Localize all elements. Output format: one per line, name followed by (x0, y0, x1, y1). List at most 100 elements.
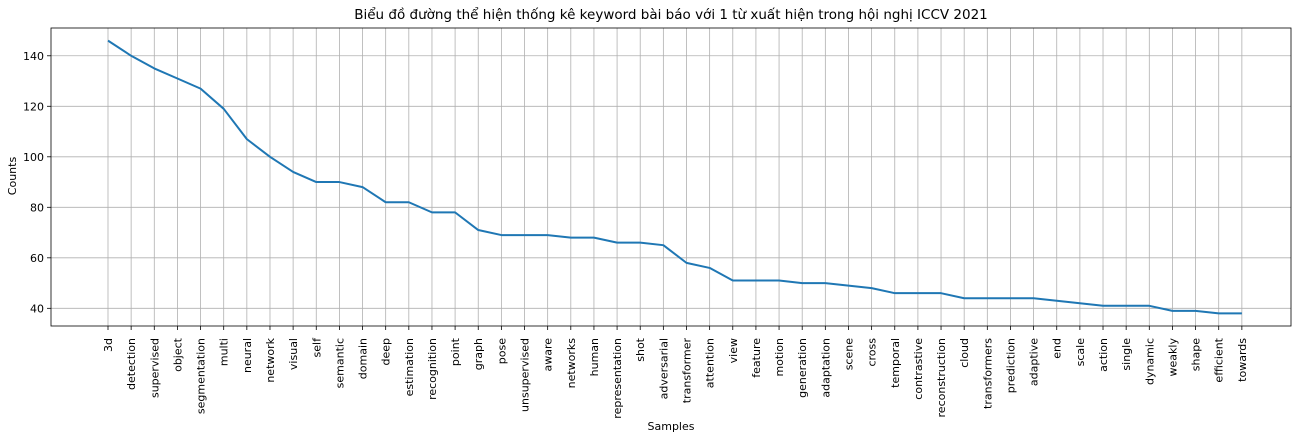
data-point (570, 237, 572, 239)
x-tick-label: point (449, 337, 462, 366)
x-tick-label: semantic (333, 338, 346, 388)
x-tick-label: dynamic (1143, 338, 1156, 385)
data-point (246, 138, 248, 140)
data-point (801, 282, 803, 284)
x-tick-label: view (727, 338, 740, 363)
x-tick-label: visual (287, 338, 300, 370)
data-point (524, 234, 526, 236)
data-point (223, 108, 225, 110)
data-point (362, 186, 364, 188)
x-tick-label: single (1120, 338, 1133, 371)
x-tick-label: transformers (981, 338, 994, 409)
data-point (963, 297, 965, 299)
data-point (940, 292, 942, 294)
x-tick-label: estimation (403, 338, 416, 396)
data-point (338, 181, 340, 183)
data-point (408, 201, 410, 203)
x-tick-label: efficient (1213, 337, 1226, 382)
data-point (639, 242, 641, 244)
plot-frame (50, 27, 1292, 327)
data-point (269, 156, 271, 158)
x-tick-label: prediction (1004, 338, 1017, 393)
data-point (1241, 312, 1243, 314)
data-point (1079, 302, 1081, 304)
x-tick-label: generation (796, 338, 809, 398)
x-tick-label: feature (750, 338, 763, 378)
x-tick-label: adaptive (1028, 338, 1041, 386)
x-tick-label: graph (472, 338, 485, 370)
y-axis-ticks: 40 60 80 100 120 140 (23, 50, 51, 315)
x-tick-label: adversarial (657, 338, 670, 399)
y-tick-label: 80 (30, 201, 44, 214)
data-point (385, 201, 387, 203)
data-point (1056, 300, 1058, 302)
data-point (547, 234, 549, 236)
data-point (292, 171, 294, 173)
x-axis-ticks: 3d detection supervised object segmentation m… (102, 326, 1249, 419)
x-tick-label: attention (704, 338, 717, 388)
data-point (130, 55, 132, 57)
x-tick-label: transformer (681, 338, 694, 404)
x-tick-label: adaptation (819, 338, 832, 398)
data-point (986, 297, 988, 299)
data-point (1102, 305, 1104, 307)
x-tick-label: reconstruction (935, 338, 948, 417)
data-point (894, 292, 896, 294)
x-tick-label: contrastive (912, 338, 925, 400)
x-tick-label: end (1051, 338, 1064, 359)
data-point (1033, 297, 1035, 299)
x-tick-label: cloud (958, 338, 971, 368)
x-tick-label: network (264, 337, 277, 382)
x-tick-label: self (310, 337, 323, 358)
data-point (755, 280, 757, 282)
x-tick-label: unsupervised (519, 338, 532, 412)
data-point (1171, 310, 1173, 312)
data-point (107, 40, 109, 42)
data-point (454, 211, 456, 213)
data-point (778, 280, 780, 282)
data-point (593, 237, 595, 239)
x-tick-label: multi (218, 338, 231, 366)
data-point (616, 242, 618, 244)
x-tick-label: human (588, 338, 601, 376)
data-point (662, 244, 664, 246)
data-point (1195, 310, 1197, 312)
x-tick-label: scene (842, 338, 855, 371)
x-tick-label: 3d (102, 338, 115, 352)
data-point (477, 229, 479, 231)
data-point (500, 234, 502, 236)
data-point (1009, 297, 1011, 299)
data-point (200, 88, 202, 90)
data-point (917, 292, 919, 294)
x-tick-label: networks (565, 338, 578, 389)
series-line (107, 39, 1242, 315)
data-point (871, 287, 873, 289)
y-tick-label: 60 (30, 252, 44, 265)
data-point (847, 285, 849, 287)
data-point (1125, 305, 1127, 307)
data-point (1148, 305, 1150, 307)
x-tick-label: aware (542, 338, 555, 372)
y-tick-label: 140 (23, 50, 44, 63)
x-tick-label: weakly (1166, 338, 1179, 377)
x-tick-label: pose (495, 338, 508, 364)
x-tick-label: segmentation (195, 338, 208, 414)
x-tick-label: motion (773, 338, 786, 377)
data-point (153, 67, 155, 69)
x-tick-label: domain (357, 338, 370, 379)
x-tick-label: cross (866, 338, 879, 367)
grid (51, 28, 1291, 326)
y-tick-label: 120 (23, 100, 44, 113)
data-point (176, 78, 178, 80)
data-point (431, 211, 433, 213)
x-tick-label: representation (611, 338, 624, 419)
x-tick-label: recognition (426, 338, 439, 400)
y-tick-label: 100 (23, 151, 44, 164)
x-tick-label: action (1097, 338, 1110, 372)
x-axis-label: Samples (648, 420, 695, 433)
x-tick-label: shot (634, 337, 647, 361)
data-point (686, 262, 688, 264)
x-tick-label: detection (125, 338, 138, 390)
data-point (315, 181, 317, 183)
data-point (732, 280, 734, 282)
